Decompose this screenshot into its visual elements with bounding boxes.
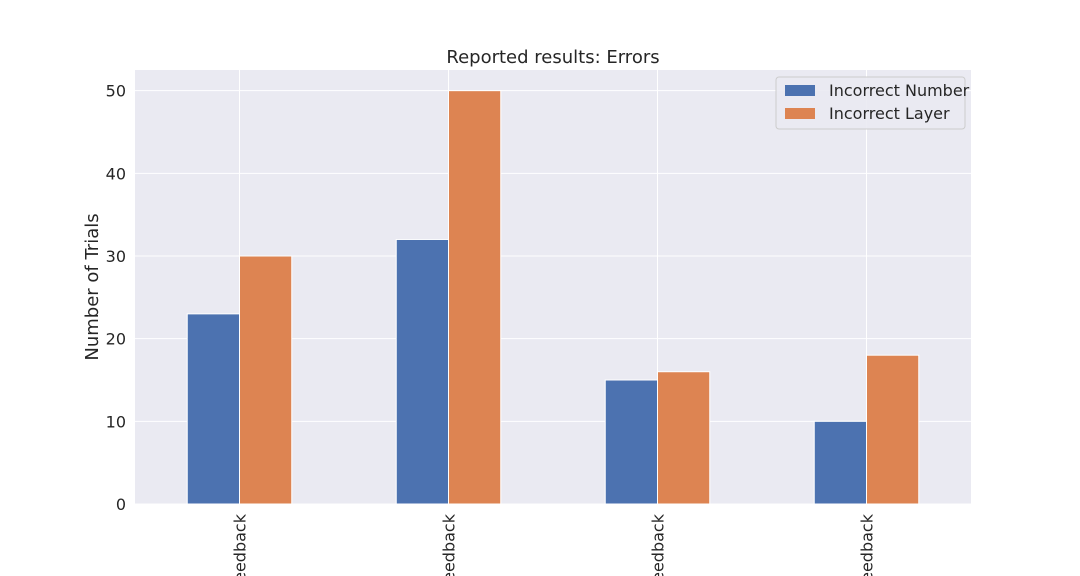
x-tick-label: Feedback (231, 513, 250, 576)
legend-swatch (785, 85, 815, 96)
y-axis-label: Number of Trials (82, 213, 103, 360)
bar-incorrect-layer-0 (239, 255, 293, 505)
chart-title: Reported results: Errors (446, 47, 659, 68)
x-tick-label: Feedback (649, 513, 668, 576)
bars (186, 90, 920, 505)
bar-incorrect-layer-2 (657, 371, 711, 505)
bar-incorrect-number-2 (604, 379, 658, 505)
legend-label: Incorrect Number (829, 81, 970, 100)
x-tick-label: Feedback (440, 513, 459, 576)
y-tick-label: 10 (106, 412, 126, 431)
bar-incorrect-layer-3 (866, 354, 920, 505)
y-tick-label: 40 (106, 164, 126, 183)
bar-incorrect-number-0 (186, 313, 240, 505)
legend: Incorrect Number Incorrect Layer (775, 76, 970, 130)
x-axis-ticks: Feedback Feedback Feedback Feedback (231, 513, 877, 576)
y-tick-label: 30 (106, 247, 126, 266)
bar-incorrect-layer-1 (448, 90, 502, 505)
y-tick-label: 20 (106, 330, 126, 349)
y-tick-label: 50 (106, 82, 126, 101)
y-tick-label: 0 (116, 495, 126, 514)
y-axis-ticks: 0 10 20 30 40 50 (106, 82, 126, 514)
legend-box (775, 76, 966, 130)
legend-label: Incorrect Layer (829, 104, 950, 123)
bar-incorrect-number-3 (813, 420, 867, 505)
bar-incorrect-number-1 (395, 238, 449, 505)
legend-swatch (785, 108, 815, 119)
x-tick-label: Feedback (858, 513, 877, 576)
